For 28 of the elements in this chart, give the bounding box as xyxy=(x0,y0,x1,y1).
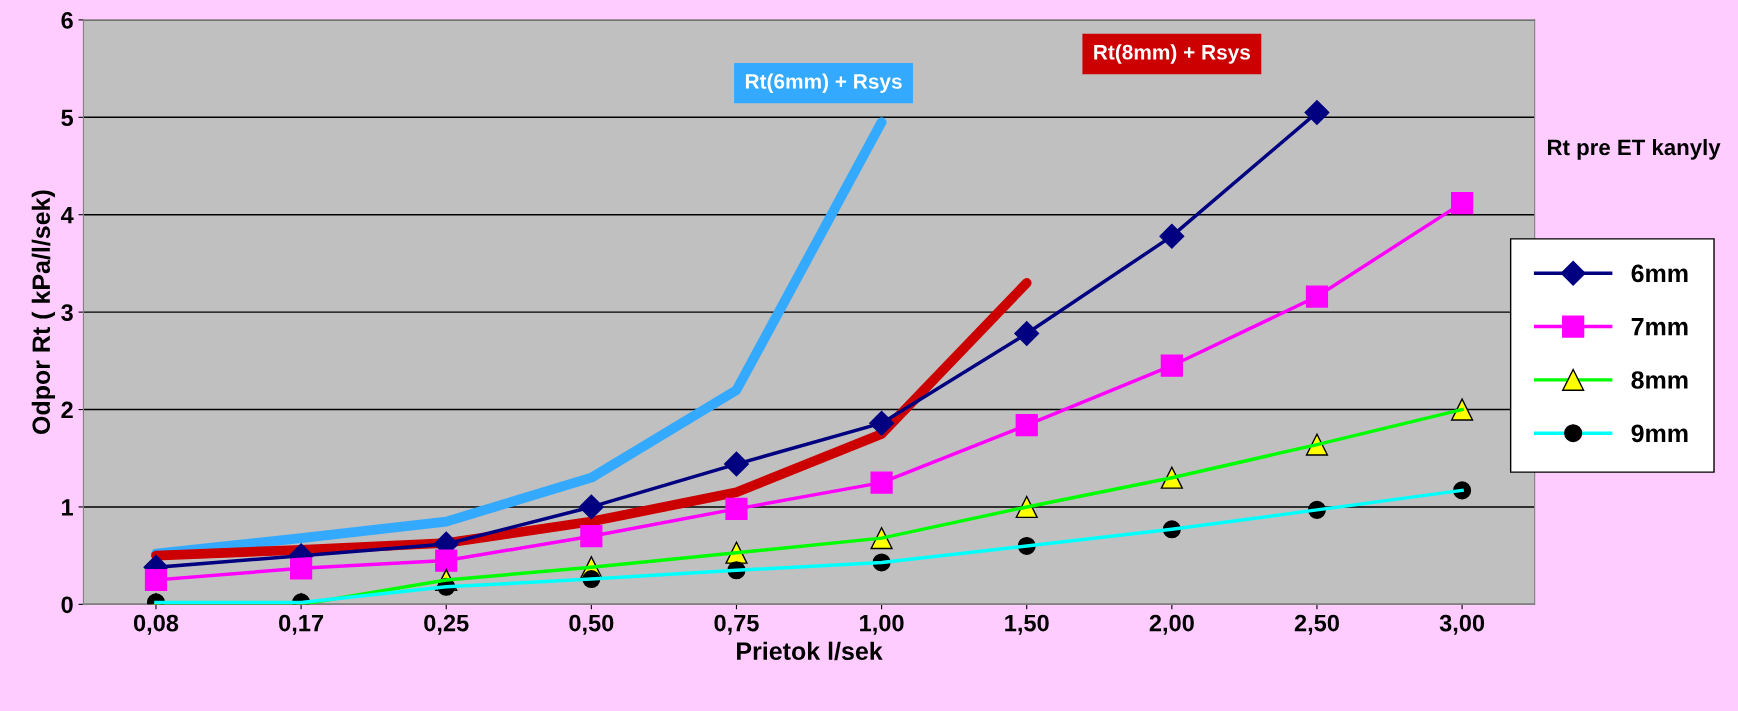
y-tick-label: 2 xyxy=(61,401,73,419)
x-tick-label: 0,75 xyxy=(714,614,759,635)
y-tick-label: 4 xyxy=(60,207,74,224)
legend-label: 8mm xyxy=(1631,371,1688,389)
text: Rt(8mm) + Rsys xyxy=(1094,44,1251,64)
y-tick-label: 5 xyxy=(61,109,74,127)
x-tick-label: 2,50 xyxy=(1294,614,1339,635)
point xyxy=(1304,99,1330,125)
y-tick-label: 3 xyxy=(61,304,73,321)
y-tick-label: 6 xyxy=(61,11,73,29)
x-tick-label: 0,08 xyxy=(133,614,179,635)
legend-label: 7mm xyxy=(1631,318,1688,336)
x-tick-label: 3,00 xyxy=(1439,614,1485,635)
legend-label: 6mm xyxy=(1631,264,1688,283)
point xyxy=(870,471,893,494)
y-tick-label: 1 xyxy=(62,499,74,516)
x-tick-label: 2,00 xyxy=(1149,614,1194,635)
series-label: Rt(6mm) + Rsys xyxy=(745,73,902,93)
legend-label: 9mm xyxy=(1631,424,1688,443)
x-tick-label: 0,25 xyxy=(424,614,469,635)
x-tick-label: 0,17 xyxy=(279,614,324,635)
x-axis-title: Prietok l/sek xyxy=(737,641,883,661)
y-tick-label: 0 xyxy=(61,596,73,614)
x-tick-label: 0,50 xyxy=(569,614,614,635)
x-tick-label: 1,00 xyxy=(860,614,904,635)
legend-title: Rt pre ET kanyly xyxy=(1547,138,1721,160)
y-axis-title: Odpor Rt ( kPa/l/sek) xyxy=(31,190,56,435)
x-tick-label: 1,50 xyxy=(1005,614,1049,635)
